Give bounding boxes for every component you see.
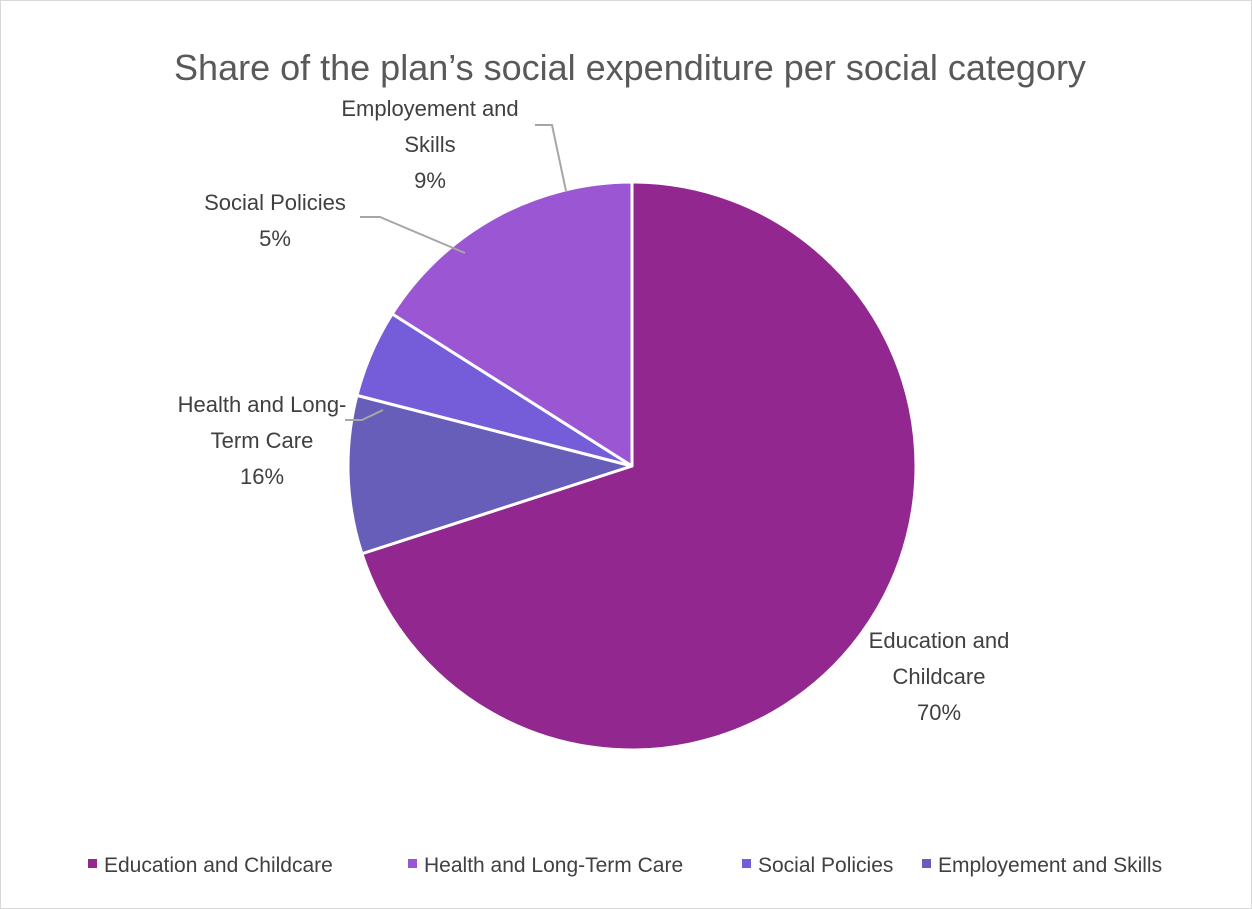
legend-label-education-and-childcare: Education and Childcare [104,854,333,877]
pie-slice-health-and-long-term-care [390,180,634,468]
leader-line-social-policies [360,216,466,254]
leader-line-employement-and-skills [535,124,567,192]
legend-label-social-policies: Social Policies [758,854,893,877]
pie-slice-employement-and-skills [346,393,634,556]
leader-line-health-and-long-term-care [345,409,384,421]
data-label-social-policies: Social Policies 5% [204,190,346,251]
data-label-education-and-childcare: Education and Childcare 70% [869,628,1010,725]
legend-marker-social-policies [742,859,751,868]
legend-label-employement-and-skills: Employement and Skills [938,854,1162,877]
data-label-health-and-long-term-care: Health and Long-Term Care 16% [178,392,347,489]
legend-marker-health-and-long-term-care [408,859,417,868]
pie-slice-education-and-childcare [360,180,918,752]
data-label-employement-and-skills: Employement and Skills 9% [341,96,518,193]
legend-marker-employement-and-skills [922,859,931,868]
chart-title: Share of the plan’s social expenditure p… [174,47,1086,88]
legend-marker-education-and-childcare [88,859,97,868]
legend-label-health-and-long-term-care: Health and Long-Term Care [424,854,683,877]
